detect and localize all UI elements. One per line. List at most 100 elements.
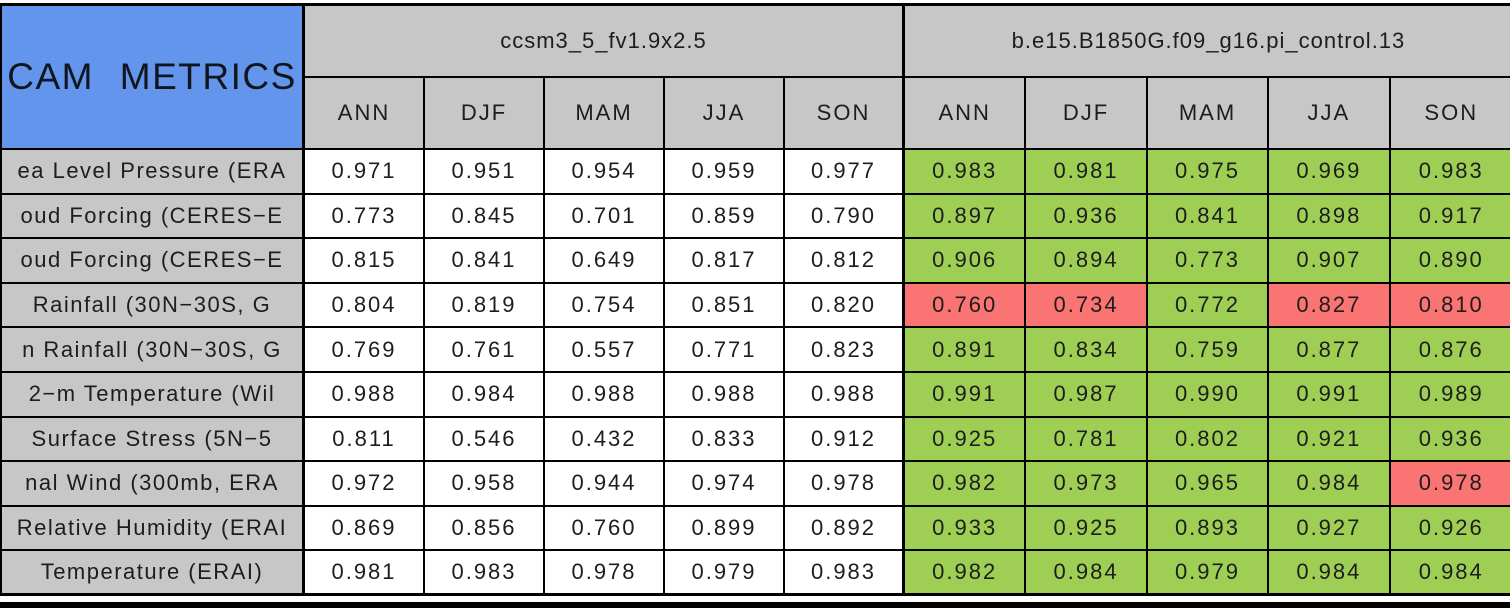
metric-cell: 0.984: [1390, 551, 1510, 596]
metric-cell: 0.978: [785, 462, 905, 507]
table-title: CAM METRICS: [7, 56, 297, 97]
metric-cell: 0.978: [545, 551, 665, 596]
metric-cell: 0.991: [905, 372, 1027, 418]
bottom-rule: [0, 602, 1510, 608]
metric-cell: 0.823: [785, 328, 905, 373]
metric-cell: 0.810: [1390, 283, 1510, 329]
row-label: oud Forcing (CERES−E: [2, 239, 305, 284]
metric-cell: 0.988: [665, 372, 785, 418]
metric-cell: 0.760: [905, 283, 1027, 329]
metric-cell: 0.815: [305, 239, 425, 284]
metric-cell: 0.969: [1269, 150, 1391, 195]
metric-cell: 0.820: [785, 283, 905, 329]
metric-cell: 0.983: [1390, 150, 1510, 195]
metric-cell: 0.912: [785, 417, 905, 463]
metric-cell: 0.869: [305, 506, 425, 552]
metric-cell: 0.851: [665, 283, 785, 329]
metric-cell: 0.984: [425, 372, 545, 418]
metric-cell: 0.954: [545, 150, 665, 195]
metric-cell: 0.965: [1147, 462, 1270, 507]
season-header: JJA: [1269, 78, 1391, 150]
metric-cell: 0.971: [305, 150, 425, 195]
metric-cell: 0.802: [1147, 417, 1270, 463]
season-header: MAM: [1147, 78, 1270, 150]
metric-cell: 0.921: [1269, 417, 1391, 463]
row-label: 2−m Temperature (Wil: [2, 372, 305, 418]
metric-cell: 0.734: [1026, 283, 1148, 329]
metric-cell: 0.841: [1147, 194, 1270, 240]
metric-cell: 0.833: [665, 417, 785, 463]
metric-cell: 0.877: [1269, 328, 1391, 373]
metric-cell: 0.898: [1269, 194, 1391, 240]
metric-cell: 0.811: [305, 417, 425, 463]
season-header: ANN: [905, 78, 1027, 150]
metric-cell: 0.834: [1026, 328, 1148, 373]
metric-cell: 0.925: [1026, 506, 1148, 552]
metric-cell: 0.907: [1269, 239, 1391, 284]
season-header: JJA: [665, 78, 785, 150]
metric-cell: 0.926: [1390, 506, 1510, 552]
metric-cell: 0.790: [785, 194, 905, 240]
season-header: SON: [1390, 78, 1510, 150]
metric-cell: 0.974: [665, 462, 785, 507]
metrics-table: CAM METRICS ccsm3_5_fv1.9x2.5 b.e15.B185…: [0, 3, 1510, 596]
metric-cell: 0.977: [785, 150, 905, 195]
metric-cell: 0.936: [1390, 417, 1510, 463]
metric-cell: 0.773: [1147, 239, 1270, 284]
metric-cell: 0.959: [665, 150, 785, 195]
metric-cell: 0.982: [905, 462, 1027, 507]
season-header: ANN: [305, 78, 425, 150]
model-group-header-1: ccsm3_5_fv1.9x2.5: [305, 6, 905, 78]
metric-cell: 0.984: [1269, 551, 1391, 596]
metric-cell: 0.906: [905, 239, 1027, 284]
metric-cell: 0.899: [665, 506, 785, 552]
metric-cell: 0.936: [1026, 194, 1148, 240]
metric-cell: 0.769: [305, 328, 425, 373]
row-label: Rainfall (30N−30S, G: [2, 283, 305, 329]
season-header: SON: [785, 78, 905, 150]
season-header: MAM: [545, 78, 665, 150]
metric-cell: 0.890: [1390, 239, 1510, 284]
metric-cell: 0.983: [785, 551, 905, 596]
row-label: Surface Stress (5N−5: [2, 417, 305, 463]
metric-cell: 0.856: [425, 506, 545, 552]
metric-cell: 0.897: [905, 194, 1027, 240]
metric-cell: 0.761: [425, 328, 545, 373]
metric-cell: 0.951: [425, 150, 545, 195]
metric-cell: 0.978: [1390, 462, 1510, 507]
metric-cell: 0.649: [545, 239, 665, 284]
metric-cell: 0.958: [425, 462, 545, 507]
metric-cell: 0.988: [545, 372, 665, 418]
metric-cell: 0.760: [545, 506, 665, 552]
metric-cell: 0.841: [425, 239, 545, 284]
metric-cell: 0.432: [545, 417, 665, 463]
metric-cell: 0.781: [1026, 417, 1148, 463]
metric-cell: 0.984: [1026, 551, 1148, 596]
metric-cell: 0.987: [1026, 372, 1148, 418]
metric-cell: 0.827: [1269, 283, 1391, 329]
metric-cell: 0.759: [1147, 328, 1270, 373]
metric-cell: 0.981: [1026, 150, 1148, 195]
metric-cell: 0.557: [545, 328, 665, 373]
metric-cell: 0.893: [1147, 506, 1270, 552]
metric-cell: 0.933: [905, 506, 1027, 552]
metric-cell: 0.773: [305, 194, 425, 240]
metric-cell: 0.981: [305, 551, 425, 596]
metric-cell: 0.982: [905, 551, 1027, 596]
metric-cell: 0.984: [1269, 462, 1391, 507]
metric-cell: 0.983: [425, 551, 545, 596]
metric-cell: 0.894: [1026, 239, 1148, 284]
metric-cell: 0.989: [1390, 372, 1510, 418]
metric-cell: 0.927: [1269, 506, 1391, 552]
metric-cell: 0.990: [1147, 372, 1270, 418]
metric-cell: 0.772: [1147, 283, 1270, 329]
metric-cell: 0.771: [665, 328, 785, 373]
row-label: oud Forcing (CERES−E: [2, 194, 305, 240]
metric-cell: 0.917: [1390, 194, 1510, 240]
metric-cell: 0.701: [545, 194, 665, 240]
title-cell: CAM METRICS: [2, 6, 305, 150]
metric-cell: 0.975: [1147, 150, 1270, 195]
metric-cell: 0.804: [305, 283, 425, 329]
season-header: DJF: [1026, 78, 1148, 150]
metric-cell: 0.983: [905, 150, 1027, 195]
